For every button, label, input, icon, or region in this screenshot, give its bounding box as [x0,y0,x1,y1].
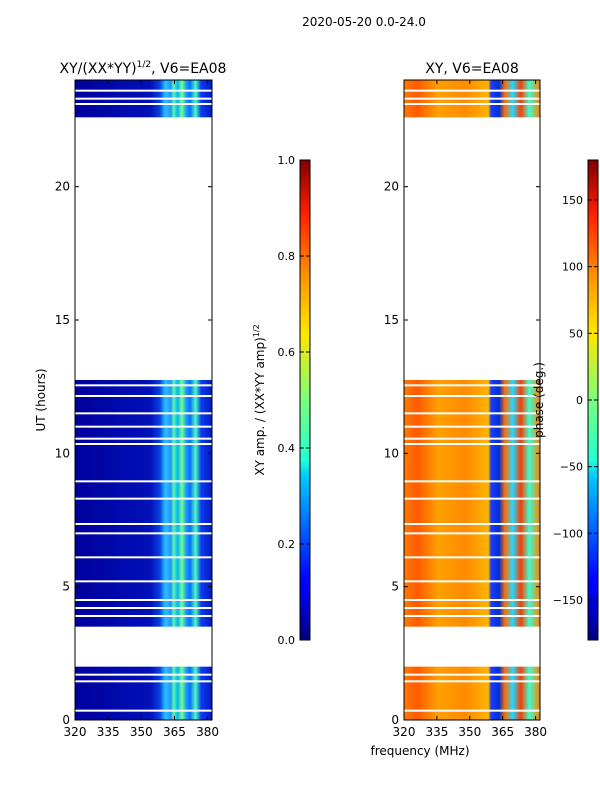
amplitude-colorbar-gradient [299,159,311,641]
phase-gap-line-9 [404,523,540,525]
phase-gap-line-0 [404,709,540,712]
colorbar-tick-label: −50 [560,461,583,474]
amplitude-xtick-label: 380 [196,725,219,739]
amplitude-ytick-label: 15 [55,313,70,327]
phase-xtick-label: 350 [458,725,481,739]
colorbar-tick-label: 1.0 [278,154,296,167]
phase-colorbar-ticks: −150 −100 −50 0 50 100 150 [553,194,598,607]
amplitude-gap-line-9 [75,523,212,525]
phase-gap-line-3 [404,615,540,617]
amplitude-gap-line-14 [75,425,212,428]
colorbar-tick-label: 0.0 [278,634,296,647]
amplitude-gap-line-19 [75,97,212,100]
phase-ytick-label: 10 [384,446,399,460]
phase-gap-line-20 [404,89,540,92]
amplitude-gap-line-20 [75,89,212,92]
phase-gap-line-7 [404,556,540,559]
colorbar-tick-label: 0.6 [278,346,296,359]
amplitude-axes-frame [74,79,213,721]
amplitude-gap-line-2 [75,673,212,676]
amplitude-gap-line-13 [75,437,212,440]
amplitude-gap-line-8 [75,532,212,535]
amplitude-gap-line-15 [75,412,212,415]
amplitude-gap-line-7 [75,556,212,559]
phase-ytick-label: 15 [384,313,399,327]
amplitude-gap-line-18 [75,103,212,105]
colorbar-tick-label: 0.4 [278,442,296,455]
phase-gap-line-10 [404,497,540,500]
amplitude-ylabel: UT (hours) [34,368,48,431]
phase-xtick-label: 320 [393,725,416,739]
phase-title: XY, V6=EA08 [425,61,519,77]
phase-gap-line-5 [404,599,540,601]
amplitude-ytick-label: 20 [55,180,70,194]
phase-gap-line-17 [404,384,540,387]
colorbar-tick-label: 100 [562,261,583,274]
amplitude-gap-line-6 [75,580,212,583]
phase-gap-line-19 [404,97,540,100]
amplitude-colorbar-label: XY amp. / (XX*YY amp)1/2 [252,324,267,475]
amplitude-ticks: 320 335 350 365 380 0 5 10 15 20 [55,80,219,739]
figure-suptitle: 2020-05-20 0.0-24.0 [302,15,426,29]
amplitude-gap-line-10 [75,497,212,500]
colorbar-tick-label: 0 [576,394,583,407]
colorbar-tick-label: 0.8 [278,250,296,263]
amplitude-xtick-label: 320 [64,725,87,739]
amplitude-xtick-label: 335 [97,725,120,739]
phase-xtick-label: 365 [491,725,514,739]
phase-axes-frame [403,79,541,721]
amplitude-gap-line-1 [75,680,212,683]
phase-ticks: 320 335 350 365 380 0 5 10 15 20 [384,80,547,739]
amplitude-colorbar-ticks: 0.0 0.2 0.4 0.6 0.8 1.0 [278,154,310,647]
amplitude-ytick-label: 0 [62,713,70,727]
amplitude-gap-line-11 [75,480,212,483]
amplitude-gap-line-4 [75,607,212,609]
phase-panel: XY, V6=EA08 320 335 350 365 380 0 5 10 15 20 [384,61,547,739]
phase-gap-line-11 [404,480,540,483]
phase-gap-line-16 [404,395,540,397]
amplitude-gap-line-5 [75,599,212,601]
amplitude-gap-line-17 [75,384,212,387]
phase-gap-line-14 [404,425,540,428]
phase-ytick-label: 5 [391,580,399,594]
amplitude-ytick-label: 10 [55,446,70,460]
phase-xtick-label: 335 [425,725,448,739]
amplitude-gap-line-12 [75,443,212,445]
phase-ytick-label: 20 [384,180,399,194]
colorbar-tick-label: −100 [553,527,583,540]
phase-gap-line-8 [404,532,540,535]
phase-gap-line-15 [404,412,540,415]
amplitude-colorbar: 0.0 0.2 0.4 0.6 0.8 1.0 XY amp. / (XX*YY amp)… [252,154,311,647]
amplitude-title: XY/(XX*YY)1/2, V6=EA08 [60,60,227,77]
phase-colorbar-label: phase (deg.) [532,362,546,438]
phase-gap-line-2 [404,673,540,676]
phase-ytick-label: 0 [391,713,399,727]
phase-data-block-1 [404,380,540,627]
amplitude-panel: XY/(XX*YY)1/2, V6=EA08 320 335 350 365 380 0 5… [34,60,226,739]
phase-colorbar: −150 −100 −50 0 50 100 150 phase (deg.) [532,159,599,641]
phase-gap-line-6 [404,580,540,583]
amplitude-heatmap [75,80,212,720]
phase-gap-line-13 [404,437,540,440]
phase-xtick-label: 380 [524,725,547,739]
colorbar-tick-label: 50 [569,327,583,340]
phase-gap-line-4 [404,607,540,609]
phase-gap-line-1 [404,680,540,683]
phase-gap-line-12 [404,443,540,445]
shared-xlabel: frequency (MHz) [370,744,469,758]
amplitude-xtick-label: 350 [130,725,153,739]
amplitude-ytick-label: 5 [62,580,70,594]
amplitude-xtick-label: 365 [163,725,186,739]
phase-gap-line-18 [404,103,540,105]
colorbar-tick-label: −150 [553,594,583,607]
amplitude-gap-line-3 [75,615,212,617]
colorbar-tick-label: 0.2 [278,538,296,551]
amplitude-data-block-1 [75,380,212,627]
colorbar-tick-label: 150 [562,194,583,207]
phase-heatmap [404,80,540,720]
amplitude-gap-line-0 [75,709,212,712]
amplitude-gap-line-16 [75,395,212,397]
